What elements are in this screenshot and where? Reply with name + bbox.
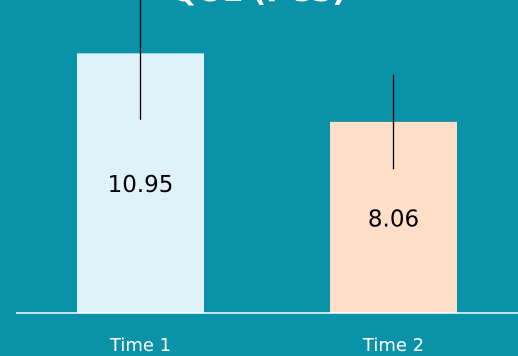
- data-label-1: 10.95: [108, 172, 174, 198]
- chart-title: QOL (PCS): [0, 0, 518, 9]
- data-label-2: 8.06: [368, 206, 419, 232]
- x-tick-label-2: Time 2: [362, 335, 424, 356]
- x-tick-label-1: Time 1: [109, 335, 171, 356]
